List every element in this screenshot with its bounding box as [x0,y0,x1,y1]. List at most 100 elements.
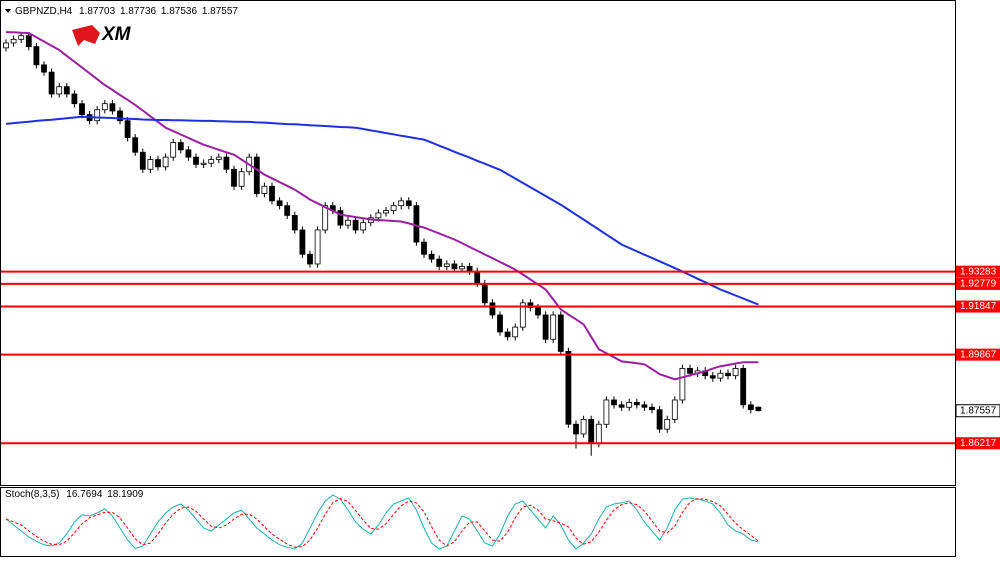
candle-body [276,200,283,207]
candle-body [580,419,587,435]
candle-body [299,229,306,255]
high-value: 1.87736 [120,6,157,17]
candle-body [603,399,610,425]
candle-body [41,64,47,73]
candle-body [535,307,541,316]
moving-average-line [5,31,759,381]
candle-body [436,258,443,267]
level-label: 1.86217 [960,438,997,449]
candle-body [223,156,230,170]
logo-text: XM [101,24,132,45]
candle-body [573,423,579,435]
candle-body [291,215,298,231]
candle-body [383,210,389,214]
candle-body [10,38,17,44]
candle-body [611,399,617,406]
candle-body [193,156,199,165]
candle-body [18,35,25,40]
candle-body [337,210,344,226]
symbol: GBPNZD,H4 [15,6,73,17]
candle-body [428,253,435,260]
candle-body [649,406,655,411]
logo-mark [72,25,100,46]
low-value: 1.87536 [161,6,198,17]
candle-body [94,109,101,122]
candle-body [595,423,602,445]
candle-body [71,93,78,105]
candle-body [664,419,671,430]
candle-body [481,283,488,304]
candle-body [124,120,131,139]
candle-body [101,103,108,111]
candle-body [185,149,192,158]
candle-body [360,222,367,231]
candle-body [443,263,450,267]
candle-body [25,35,32,48]
candle-body [633,402,640,406]
candle-body [63,86,70,95]
candle-body [375,212,382,219]
candle-body [717,372,724,379]
menu-arrow[interactable] [5,9,11,13]
logo: XM [72,24,132,46]
close-value: 1.87557 [202,6,239,17]
candle-body [527,302,534,309]
level-label-box [956,300,1000,313]
indicator-label: Stoch(8,3,5) [5,489,59,500]
candle-body [3,42,9,49]
candle-body [671,399,678,420]
candle-body [497,314,503,333]
candle-body [565,351,572,425]
candle-body [557,314,564,352]
candle-body [177,142,184,151]
indicator-panel-border [0,487,956,557]
candle-body [421,241,427,255]
candle-body [269,185,275,202]
candle-body [48,71,55,95]
candle-body [709,375,716,379]
level-label-box [956,277,1000,290]
k-value: 16.7694 [66,489,103,500]
candle-body [231,168,237,187]
current-price-label: 1.87557 [960,405,997,416]
candle-body [459,266,465,270]
candle-body [390,205,397,211]
candle-body [155,159,161,168]
candle-body [732,368,739,377]
candle-body [451,263,458,270]
candle-body [284,205,291,216]
overlay-layer: 1.93283 1.92779 1.91847 1.89867 1.86217 1.875… [0,265,1000,450]
open-value: 1.87703 [79,6,116,17]
level-label: 1.91847 [960,301,997,312]
candle-body [489,302,496,316]
candle-body [345,219,351,226]
candle-body [679,368,686,401]
candle-body [725,372,731,377]
stoch-k-line [5,494,759,550]
candle-body [755,406,762,412]
candle-body [550,314,557,340]
candle-body [208,159,215,164]
candle-body [626,402,633,408]
level-label: 1.92779 [960,279,997,290]
level-label-box [956,437,1000,450]
candle-body [139,151,146,170]
candle-body [740,368,747,406]
candle-body [322,205,329,231]
candle-body [261,185,268,194]
main-panel-border [0,0,956,486]
candle-body [413,205,420,243]
stoch-d-line [5,498,759,548]
candle-body [307,253,313,265]
candle-body [33,46,40,66]
candle-body [747,404,754,411]
indicator-header: Stoch(8,3,5) 16.7694 18.1909 [5,489,144,500]
candle-body [474,270,481,284]
candle-body [504,331,511,338]
candle-body [117,110,123,122]
level-label: 1.93283 [960,266,997,277]
